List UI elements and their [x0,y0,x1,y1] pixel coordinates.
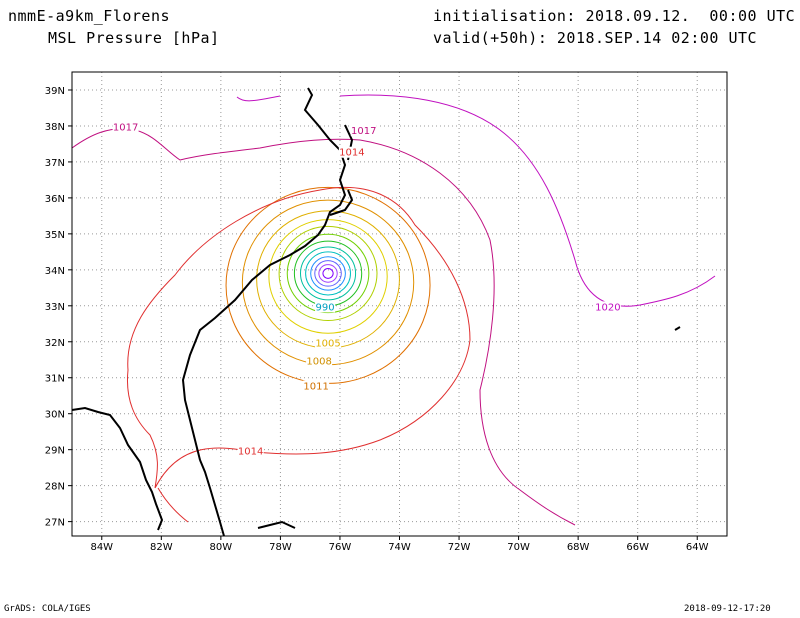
isobar-label: 1017 [351,126,376,137]
x-tick-label: 78W [269,542,292,553]
isobar-1002 [268,219,388,334]
model-title: nmmE-a9km_Florens [8,7,171,25]
x-tick-label: 84W [90,542,113,553]
x-tick-label: 64W [686,542,709,553]
isobar-999 [278,225,378,321]
y-tick-label: 38N [45,122,65,133]
x-tick-label: 80W [210,542,233,553]
y-tick-label: 39N [45,86,65,97]
isobar-1020 [339,94,716,307]
isobar-label: 1020 [595,302,620,313]
x-tick-label: 74W [388,542,411,553]
x-tick-label: 68W [567,542,590,553]
y-tick-label: 31N [45,374,65,385]
y-tick-label: 34N [45,266,65,277]
grads-credit: GrADS: COLA/IGES [4,604,91,614]
us-coastline [71,87,347,537]
isobar-label-bg [237,445,264,457]
isobar-label-bg [350,125,377,137]
initialisation-time: initialisation: 2018.09.12. 00:00 UTC [433,7,796,25]
coastline [71,87,681,537]
y-tick-label: 32N [45,338,65,349]
isobar-1014 [126,186,471,489]
isobar-1017 [71,128,576,526]
isobar-label: 1005 [315,338,340,349]
isobar-993 [293,240,363,307]
isobar-1014 [157,487,189,523]
y-tick-label: 29N [45,446,65,457]
isobar-label: 990 [316,302,335,313]
isobar-978 [318,264,338,283]
isobar-987 [305,251,351,296]
isobar-label: 1014 [339,148,364,159]
isobar-990 [300,246,357,301]
x-tick-label: 72W [448,542,471,553]
valid-time: valid(+50h): 2018.SEP.14 02:00 UTC [433,29,758,47]
isobar-label-bg [306,355,333,367]
y-tick-label: 36N [45,194,65,205]
y-tick-label: 35N [45,230,65,241]
isobar-label-bg [594,301,621,313]
y-tick-label: 33N [45,302,65,313]
isobar-label: 1017 [113,123,138,134]
x-tick-label: 66W [626,542,649,553]
isobar-label-bg [112,121,139,133]
isobar-label-bg [315,301,336,313]
isobar-label-bg [303,380,330,392]
isobar-996 [286,233,370,314]
isobar-label-bg [338,146,365,158]
isobar-labels: 990 1005 1008 1011 1014 1014 1017 1017 1020 [112,121,621,457]
isobar-label: 1008 [306,356,331,367]
x-axis: 84W 82W 80W 78W 76W 74W 72W 70W 68W 66W 64W [90,536,709,553]
x-tick-label: 70W [507,542,530,553]
isobar-label: 1011 [303,382,328,393]
bermuda [674,326,681,331]
y-tick-label: 37N [45,158,65,169]
isobar-1020 [236,95,281,102]
field-title: MSL Pressure [hPa] [48,29,220,47]
y-tick-label: 27N [45,518,65,529]
bahamas [257,520,296,529]
y-axis: 27N 28N 29N 30N 31N 32N 33N 34N 35N 36N 37N 38N 39N [45,86,72,529]
isobar-label: 1014 [238,446,263,457]
isobar-981 [314,260,342,287]
y-tick-label: 30N [45,410,65,421]
x-tick-label: 76W [329,542,352,553]
isobar-975 [322,268,334,279]
isobar-984 [310,256,346,291]
y-tick-label: 28N [45,482,65,493]
isobar-1005 [256,210,400,349]
isobar-label-bg [315,337,342,349]
timestamp: 2018-09-12-17:20 [684,604,771,614]
x-tick-label: 82W [150,542,173,553]
